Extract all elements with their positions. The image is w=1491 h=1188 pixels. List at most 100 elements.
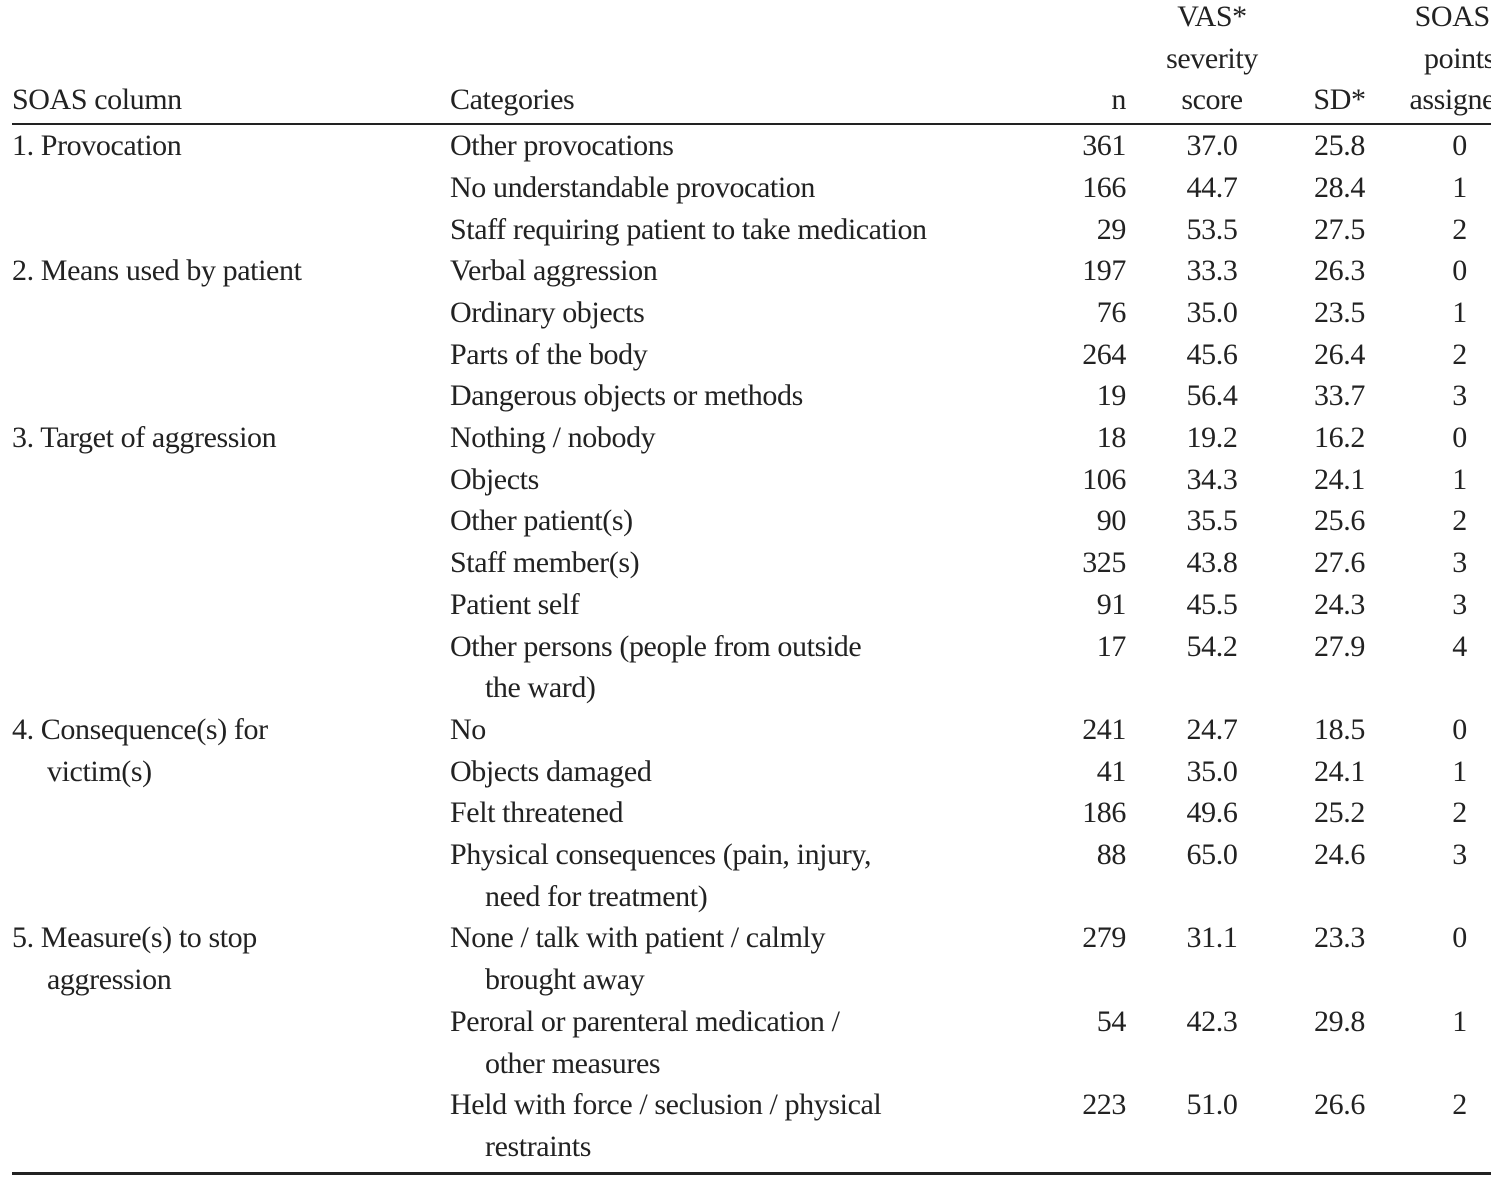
table-row: Staff member(s) 325 43.8 27.6 3 bbox=[12, 542, 1491, 584]
cell-n: 197 bbox=[1050, 250, 1132, 292]
cell-line: 25.6 bbox=[1314, 504, 1365, 538]
category: Nothing / nobody bbox=[450, 417, 1050, 459]
cell-sd: 16.2 bbox=[1292, 417, 1387, 459]
cell-line: 33.3 bbox=[1186, 254, 1238, 288]
cell-line: Parts of the body bbox=[450, 337, 648, 371]
cell-line: 56.4 bbox=[1186, 379, 1238, 413]
cell-vas: 24.7 bbox=[1132, 709, 1292, 751]
cell-line: 17 bbox=[1096, 629, 1127, 663]
category: Ordinary objects bbox=[450, 292, 1050, 334]
cell-line: assigned bbox=[1409, 83, 1491, 117]
cell-line: 24.7 bbox=[1186, 712, 1238, 746]
cell-line: 54 bbox=[1096, 1004, 1127, 1038]
cell-line: 29.8 bbox=[1314, 1004, 1365, 1038]
cell-n: 279 bbox=[1050, 917, 1132, 1000]
cell-line: Dangerous objects or methods bbox=[450, 379, 803, 413]
cell-line: 23.5 bbox=[1314, 295, 1365, 329]
table-row: Objects damaged 41 35.0 24.1 1 bbox=[12, 751, 1491, 793]
cell-sd: 23.3 bbox=[1292, 917, 1387, 1000]
soas-table: SOAS column Categories n VAS* severity score S… bbox=[12, 0, 1491, 1175]
cell-line: Felt threatened bbox=[450, 796, 624, 830]
cell-line: 25.8 bbox=[1314, 129, 1365, 163]
cell-sd: 26.3 bbox=[1292, 250, 1387, 292]
category: Physical consequences (pain, injury, need… bbox=[450, 834, 1050, 917]
cell-line: Verbal aggression bbox=[450, 254, 658, 288]
cell-line: brought away bbox=[485, 963, 645, 997]
cell-line: None / talk with patient / calmly bbox=[450, 921, 826, 955]
cell-line: need for treatment) bbox=[485, 879, 708, 913]
column-header: VAS* severity score bbox=[1132, 0, 1292, 126]
cell-sd: 27.9 bbox=[1292, 626, 1387, 709]
cell-line: Held with force / seclusion / physical bbox=[450, 1088, 882, 1122]
cell-vas: 19.2 bbox=[1132, 417, 1292, 459]
cell-vas: 43.8 bbox=[1132, 542, 1292, 584]
table-row: 4. Consequence(s) for victim(s) No 241 24.7 1… bbox=[12, 709, 1491, 788]
cell-line: n bbox=[1111, 83, 1126, 117]
cell-line: 264 bbox=[1082, 337, 1126, 371]
cell-line: 26.3 bbox=[1314, 254, 1365, 288]
cell-line: Other persons (people from outside bbox=[450, 629, 862, 663]
cell-line: 279 bbox=[1082, 921, 1126, 955]
soas-column: 1. Provocation bbox=[12, 124, 450, 250]
cell-line: aggression bbox=[47, 963, 172, 997]
cell-vas: 35.0 bbox=[1132, 751, 1292, 793]
cell-line: Objects bbox=[450, 462, 539, 496]
cell-line: 186 bbox=[1082, 796, 1126, 830]
column-header: SOAS* points assigned bbox=[1387, 0, 1491, 126]
cell-line: 1 bbox=[1452, 462, 1467, 496]
cell-line: 91 bbox=[1096, 587, 1127, 621]
cell-vas: 51.0 bbox=[1132, 1084, 1292, 1173]
cell-line: Nothing / nobody bbox=[450, 421, 656, 455]
cell-line: SOAS* bbox=[1414, 0, 1491, 33]
cell-n: 186 bbox=[1050, 792, 1132, 834]
cell-points: 1 bbox=[1387, 1001, 1491, 1084]
cell-sd: 24.6 bbox=[1292, 834, 1387, 917]
cell-n: 241 bbox=[1050, 709, 1132, 751]
cell-line: 24.1 bbox=[1314, 462, 1365, 496]
category: No understandable provocation bbox=[450, 167, 1050, 209]
table-row: 3. Target of aggression Nothing / nobody 1… bbox=[12, 417, 1491, 459]
cell-line: 28.4 bbox=[1314, 170, 1365, 204]
cell-line: 2 bbox=[1452, 212, 1467, 246]
cell-points: 2 bbox=[1387, 500, 1491, 542]
cell-line: 45.5 bbox=[1186, 587, 1238, 621]
column-header: Categories bbox=[450, 0, 1050, 126]
cell-line: No understandable provocation bbox=[450, 170, 815, 204]
cell-sd: 26.6 bbox=[1292, 1084, 1387, 1173]
cell-line: Staff requiring patient to take medicati… bbox=[450, 212, 927, 246]
table-body: 1. Provocation Other provocations 361 37.0 2… bbox=[12, 124, 1491, 1174]
column-header: n bbox=[1050, 0, 1132, 126]
cell-vas: 33.3 bbox=[1132, 250, 1292, 292]
cell-n: 41 bbox=[1050, 751, 1132, 793]
cell-points: 0 bbox=[1387, 417, 1491, 459]
cell-line: 2 bbox=[1452, 796, 1467, 830]
table-row: 1. Provocation Other provocations 361 37.0 2… bbox=[12, 124, 1491, 167]
cell-line: victim(s) bbox=[47, 754, 152, 788]
table-row: Physical consequences (pain, injury, need… bbox=[12, 834, 1491, 917]
cell-line: 106 bbox=[1082, 462, 1126, 496]
cell-sd: 28.4 bbox=[1292, 167, 1387, 209]
cell-n: 17 bbox=[1050, 626, 1132, 709]
cell-line: 41 bbox=[1096, 754, 1127, 788]
cell-line: 0 bbox=[1452, 254, 1467, 288]
cell-line: 27.9 bbox=[1314, 629, 1365, 663]
cell-vas: 54.2 bbox=[1132, 626, 1292, 709]
cell-line: 90 bbox=[1096, 504, 1127, 538]
cell-n: 223 bbox=[1050, 1084, 1132, 1173]
cell-points: 3 bbox=[1387, 834, 1491, 917]
cell-line: 5. Measure(s) to stop bbox=[12, 921, 257, 955]
cell-line: 23.3 bbox=[1314, 921, 1365, 955]
table-row: Ordinary objects 76 35.0 23.5 1 bbox=[12, 292, 1491, 334]
cell-line: SOAS column bbox=[12, 83, 182, 117]
cell-line: 325 bbox=[1082, 546, 1126, 580]
cell-line: 24.6 bbox=[1314, 838, 1365, 872]
cell-points: 0 bbox=[1387, 709, 1491, 751]
table-row: Staff requiring patient to take medicati… bbox=[12, 209, 1491, 251]
cell-line: 241 bbox=[1082, 712, 1126, 746]
cell-line: Peroral or parenteral medication / bbox=[450, 1004, 840, 1038]
cell-line: restraints bbox=[485, 1129, 591, 1163]
category: Held with force / seclusion / physical re… bbox=[450, 1084, 1050, 1173]
cell-line: 3 bbox=[1452, 838, 1467, 872]
cell-line: 1 bbox=[1452, 1004, 1467, 1038]
cell-points: 2 bbox=[1387, 334, 1491, 376]
